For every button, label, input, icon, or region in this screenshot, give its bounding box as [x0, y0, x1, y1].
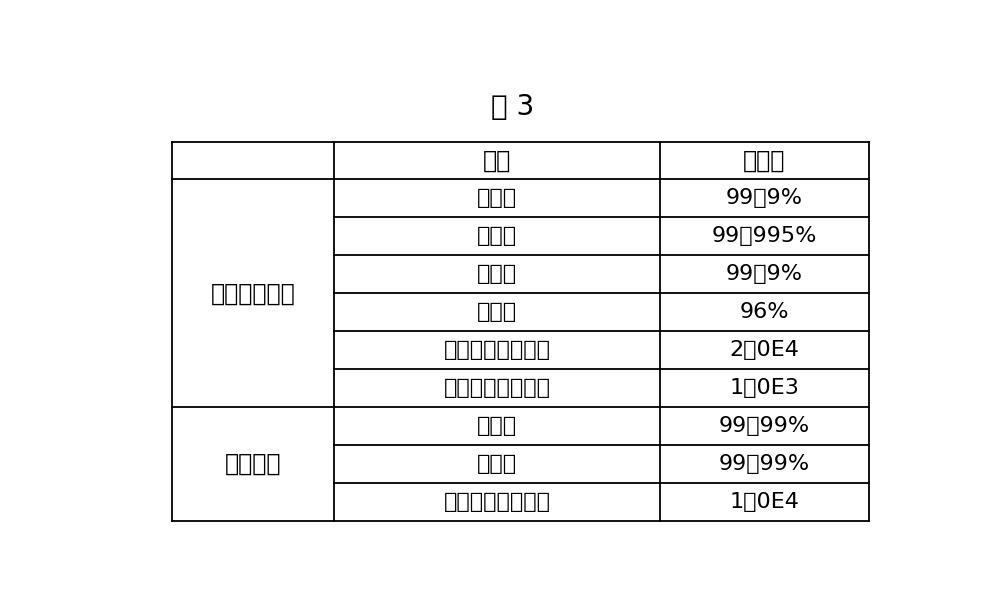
- Text: 96%: 96%: [740, 302, 789, 322]
- Text: 镎、钚反萃槽: 镎、钚反萃槽: [210, 281, 295, 305]
- Text: 锝反萃槽: 锝反萃槽: [225, 452, 281, 476]
- Text: 1．0E3: 1．0E3: [729, 378, 799, 398]
- Text: 99．99%: 99．99%: [719, 416, 810, 436]
- Text: 镎收率: 镎收率: [477, 264, 517, 284]
- Text: 99．99%: 99．99%: [719, 454, 810, 474]
- Text: 锝收率: 锝收率: [477, 454, 517, 474]
- Text: 2．0E4: 2．0E4: [729, 340, 799, 360]
- Text: 铀中除锝净化系数: 铀中除锝净化系数: [444, 492, 550, 512]
- Text: 钚收率: 钚收率: [477, 227, 517, 246]
- Text: 99．9%: 99．9%: [726, 264, 803, 284]
- Text: 99．9%: 99．9%: [726, 189, 803, 209]
- Text: 铀中除钚净化系数: 铀中除钚净化系数: [444, 340, 550, 360]
- Text: 表 3: 表 3: [491, 93, 534, 121]
- Text: 项目: 项目: [483, 148, 511, 172]
- Text: 1．0E4: 1．0E4: [729, 492, 799, 512]
- Text: 铀收率: 铀收率: [477, 416, 517, 436]
- Text: 铀收率: 铀收率: [477, 189, 517, 209]
- Text: 铀中除镎净化系数: 铀中除镎净化系数: [444, 378, 550, 398]
- Text: 测定值: 测定值: [743, 148, 786, 172]
- Text: 锝收率: 锝收率: [477, 302, 517, 322]
- Text: 99．995%: 99．995%: [712, 227, 817, 246]
